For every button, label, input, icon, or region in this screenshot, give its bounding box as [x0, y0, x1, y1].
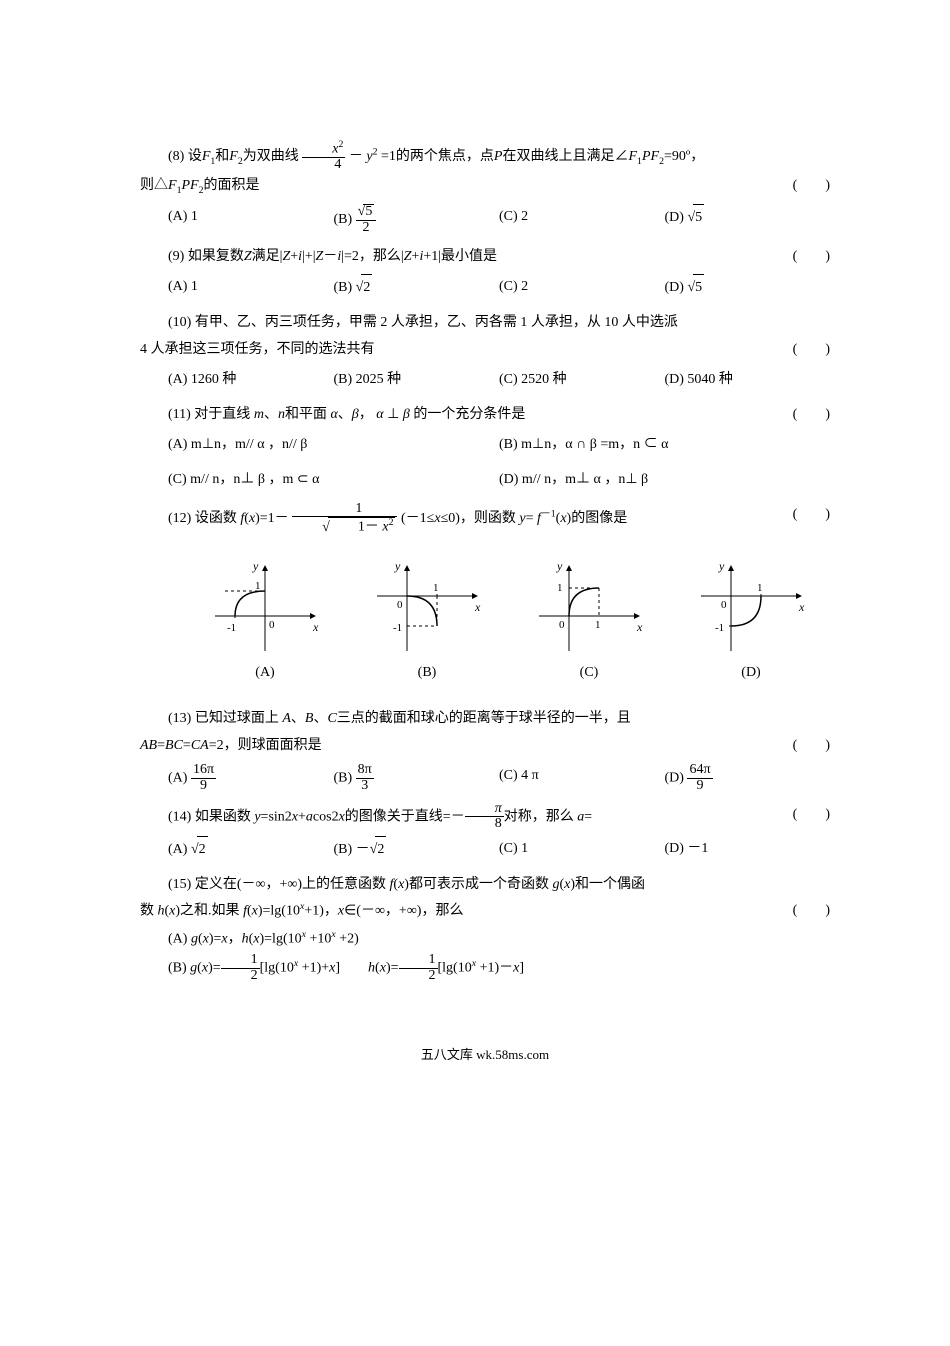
question-10-line2: 4 人承担这三项任务，不同的选法共有 ( ): [140, 337, 830, 364]
q12-diagram-b: x y 0 1 -1 (B): [362, 556, 492, 687]
svg-text:x: x: [474, 600, 481, 614]
q11-opt-b: (B) m⊥n，α ∩ β =m，n ⊂ α: [499, 432, 830, 459]
q11-opt-c: (C) m// n，n⊥ β ，m ⊂ α: [168, 467, 499, 494]
paren-marker: ( ): [765, 244, 830, 271]
svg-text:0: 0: [269, 619, 275, 631]
question-8: (8) 设F1和F2为双曲线 x24 － y2 =1的两个焦点，点P在双曲线上且…: [140, 140, 830, 173]
q8-opt-b: (B) √52: [334, 204, 500, 235]
q10-opt-d: (D) 5040 种: [665, 367, 831, 394]
q8-opt-a: (A) 1: [168, 204, 334, 235]
q10-opt-b: (B) 2025 种: [334, 367, 500, 394]
svg-text:y: y: [556, 559, 563, 573]
question-13-line1: (13) 已知过球面上 A、B、C三点的截面和球心的距离等于球半径的一半，且: [140, 706, 830, 733]
q13-opt-d: (D) 64π9: [665, 763, 831, 793]
diagram-label: (C): [524, 660, 654, 687]
question-9: (9) 如果复数Z满足|Z+i|+|Z－i|=2，那么|Z+i+1|最小值是 (…: [140, 244, 830, 271]
question-15-line2: 数 h(x)之和.如果 f(x)=lg(10x+1)，x∈(－∞，+∞)，那么 …: [140, 898, 830, 925]
svg-text:0: 0: [559, 619, 565, 631]
q11-opt-a: (A) m⊥n，m// α ，n// β: [168, 432, 499, 459]
q9-opt-b: (B) √2: [334, 274, 500, 302]
paren-marker: ( ): [793, 898, 830, 925]
q8-opt-c: (C) 2: [499, 204, 665, 235]
q11-opt-d: (D) m// n，m⊥ α ，n⊥ β: [499, 467, 830, 494]
q13-opt-c: (C) 4 π: [499, 763, 665, 793]
svg-text:x: x: [636, 620, 643, 634]
question-15-line1: (15) 定义在(－∞，+∞)上的任意函数 f(x)都可表示成一个奇函数 g(x…: [140, 872, 830, 899]
diagram-label: (D): [686, 660, 816, 687]
svg-text:1: 1: [433, 582, 439, 594]
q9-opt-a: (A) 1: [168, 274, 334, 302]
q13-options: (A) 16π9 (B) 8π3 (C) 4 π (D) 64π9: [140, 763, 830, 793]
question-11: (11) 对于直线 m、n和平面 α、β， α ⊥ β 的一个充分条件是 ( ): [140, 402, 830, 429]
svg-text:1: 1: [757, 582, 763, 594]
q8-fraction: x24: [302, 140, 345, 173]
svg-text:y: y: [252, 559, 259, 573]
q10-opt-c: (C) 2520 种: [499, 367, 665, 394]
svg-text:-1: -1: [393, 622, 402, 634]
q14-opt-c: (C) 1: [499, 836, 665, 864]
question-12: (12) 设函数 f(x)=1－ 1√1－ x2 (－1≤x≤0)，则函数 y=…: [140, 502, 830, 536]
q11-options-row2: (C) m// n，n⊥ β ，m ⊂ α (D) m// n，m⊥ α ，n⊥…: [140, 467, 830, 494]
svg-text:x: x: [798, 600, 805, 614]
paren-marker: ( ): [765, 802, 830, 829]
q14-options: (A) √2 (B) －√2 (C) 1 (D) －1: [140, 836, 830, 864]
question-14: (14) 如果函数 y=sin2x+acos2x的图像关于直线=－π8对称，那么…: [140, 802, 830, 832]
svg-text:-1: -1: [227, 622, 236, 634]
svg-text:1: 1: [595, 619, 601, 631]
question-10-line1: (10) 有甲、乙、丙三项任务，甲需 2 人承担，乙、丙各需 1 人承担，从 1…: [140, 310, 830, 337]
q9-opt-c: (C) 2: [499, 274, 665, 302]
q9-options: (A) 1 (B) √2 (C) 2 (D) √5: [140, 274, 830, 302]
svg-text:-1: -1: [715, 622, 724, 634]
q14-opt-d: (D) －1: [665, 836, 831, 864]
q8-options: (A) 1 (B) √52 (C) 2 (D) √5: [140, 204, 830, 235]
q12-fraction: 1√1－ x2: [292, 502, 397, 536]
paren-marker: ( ): [793, 733, 830, 760]
svg-text:1: 1: [557, 582, 563, 594]
q10-opt-a: (A) 1260 种: [168, 367, 334, 394]
q8-opt-d: (D) √5: [665, 204, 831, 235]
q12-diagram-a: x y 0 -1 1 (A): [200, 556, 330, 687]
q15-opt-a: (A) g(x)=x，h(x)=lg(10x +10x +2): [140, 926, 830, 953]
svg-text:x: x: [312, 620, 319, 634]
svg-text:0: 0: [721, 599, 727, 611]
question-8-line2: 则△F1PF2的面积是 ( ): [140, 173, 830, 200]
diagram-label: (A): [200, 660, 330, 687]
paren-marker: ( ): [765, 402, 830, 429]
paren-marker: ( ): [793, 337, 830, 364]
q12-diagram-d: x y 0 1 -1 (D): [686, 556, 816, 687]
q10-options: (A) 1260 种 (B) 2025 种 (C) 2520 种 (D) 504…: [140, 367, 830, 394]
q13-opt-a: (A) 16π9: [168, 763, 334, 793]
q15-opt-b: (B) g(x)=12[lg(10x +1)+x] h(x)=12[lg(10x…: [140, 953, 830, 983]
paren-marker: ( ): [793, 173, 830, 200]
q8-text: (8) 设F1和F2为双曲线 x24 － y2 =1的两个焦点，点P在双曲线上且…: [168, 149, 704, 164]
svg-text:y: y: [718, 559, 725, 573]
diagram-label: (B): [362, 660, 492, 687]
svg-text:0: 0: [397, 599, 403, 611]
q11-options-row1: (A) m⊥n，m// α ，n// β (B) m⊥n，α ∩ β =m，n …: [140, 432, 830, 459]
svg-text:1: 1: [255, 580, 261, 592]
question-13-line2: AB=BC=CA=2，则球面面积是 ( ): [140, 733, 830, 760]
q12-diagrams: x y 0 -1 1 (A) x y 0 1 -1 (B): [200, 556, 830, 687]
q12-diagram-c: x y 0 1 1 (C): [524, 556, 654, 687]
page-footer: 五八文库 wk.58ms.com: [140, 1043, 830, 1068]
q13-opt-b: (B) 8π3: [334, 763, 500, 793]
q14-opt-a: (A) √2: [168, 836, 334, 864]
svg-text:y: y: [394, 559, 401, 573]
q9-opt-d: (D) √5: [665, 274, 831, 302]
q14-opt-b: (B) －√2: [334, 836, 500, 864]
paren-marker: ( ): [765, 502, 830, 529]
